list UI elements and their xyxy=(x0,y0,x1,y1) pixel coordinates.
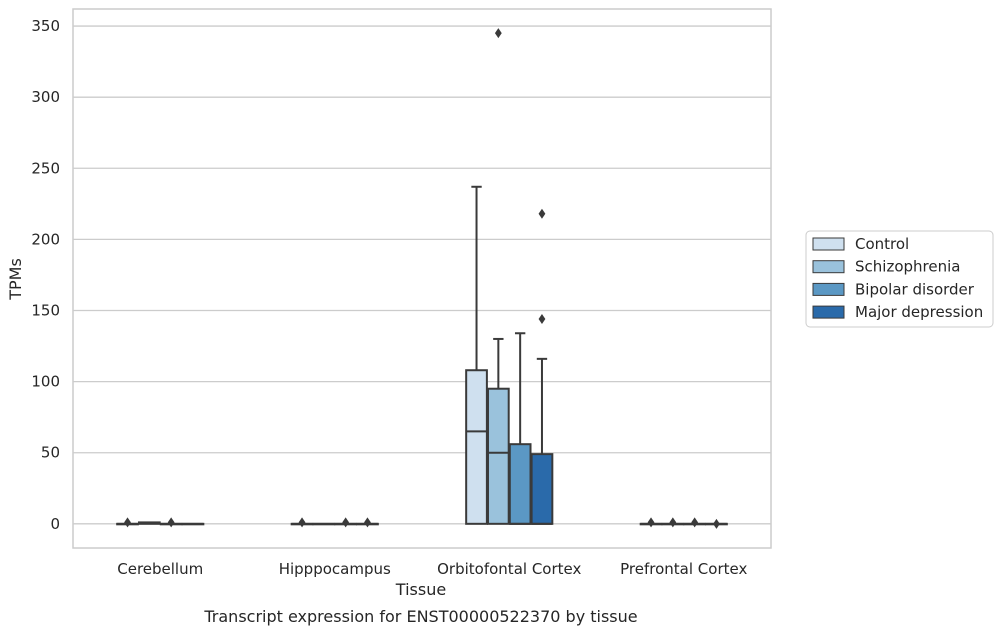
y-tick-label: 50 xyxy=(41,444,60,462)
box-series xyxy=(116,28,728,529)
box-0-0 xyxy=(116,517,139,528)
y-tick-label: 100 xyxy=(31,373,60,391)
box-2-3 xyxy=(530,208,554,525)
outlier-point xyxy=(538,314,546,325)
legend: Control Schizophrenia Bipolar disorder Majo… xyxy=(805,230,994,328)
outlier-point xyxy=(713,518,720,529)
box-body xyxy=(465,369,488,525)
box-0-2 xyxy=(159,517,183,528)
box-1-0 xyxy=(290,517,314,528)
box-1-2 xyxy=(334,517,358,528)
box-3-3 xyxy=(705,518,728,529)
y-tick-label: 200 xyxy=(31,230,60,248)
legend-swatch xyxy=(812,305,845,319)
outlier-point xyxy=(364,517,371,528)
outlier-point xyxy=(342,517,350,528)
box-2-2 xyxy=(508,332,532,525)
box-body xyxy=(486,387,510,525)
x-axis-label: Tissue xyxy=(395,580,446,599)
outlier-point xyxy=(691,517,699,528)
y-axis: 0 50 100 150 200 250 300 350 xyxy=(31,17,60,533)
box-2-1 xyxy=(486,28,510,525)
legend-frame xyxy=(805,230,994,328)
legend-label: Schizophrenia xyxy=(855,258,960,276)
outlier-point xyxy=(538,208,546,219)
y-tick-label: 0 xyxy=(50,515,60,533)
outlier-point xyxy=(124,517,131,528)
y-tick-label: 250 xyxy=(31,159,60,177)
plot-area xyxy=(72,8,772,549)
y-axis-label: TPMs xyxy=(6,258,25,301)
legend-label: Bipolar disorder xyxy=(855,280,975,298)
x-tick-label: Prefrontal Cortex xyxy=(620,560,747,578)
y-tick-label: 350 xyxy=(31,17,60,35)
box-0-3 xyxy=(181,522,205,526)
box-3-0 xyxy=(639,517,663,528)
y-tick-label: 150 xyxy=(31,301,60,319)
box-3-1 xyxy=(661,517,685,528)
box-body xyxy=(530,453,554,525)
legend-label: Control xyxy=(855,235,909,253)
box-2-0 xyxy=(465,185,488,525)
legend-label: Major depression xyxy=(855,303,983,321)
legend-swatch xyxy=(812,260,845,274)
y-tick-label: 300 xyxy=(31,88,60,106)
legend-swatch xyxy=(812,282,845,296)
x-tick-label: Cerebellum xyxy=(117,560,203,578)
x-tick-label: Orbitofontal Cortex xyxy=(437,560,581,578)
box-3-2 xyxy=(683,517,707,528)
x-axis: Cerebellum Hipppocampus Orbitofontal Corte… xyxy=(117,560,747,578)
outlier-point xyxy=(298,517,306,528)
outlier-point xyxy=(167,517,175,528)
box-body xyxy=(508,443,532,525)
x-tick-label: Hipppocampus xyxy=(279,560,391,578)
box-0-1 xyxy=(137,521,161,525)
gridlines xyxy=(73,25,771,525)
box-1-1 xyxy=(312,522,336,526)
outlier-point xyxy=(647,517,655,528)
box-1-3 xyxy=(356,517,379,528)
outlier-point xyxy=(494,28,502,39)
outlier-point xyxy=(669,517,677,528)
chart-title: Transcript expression for ENST0000052237… xyxy=(203,607,637,626)
legend-swatch xyxy=(812,237,845,251)
